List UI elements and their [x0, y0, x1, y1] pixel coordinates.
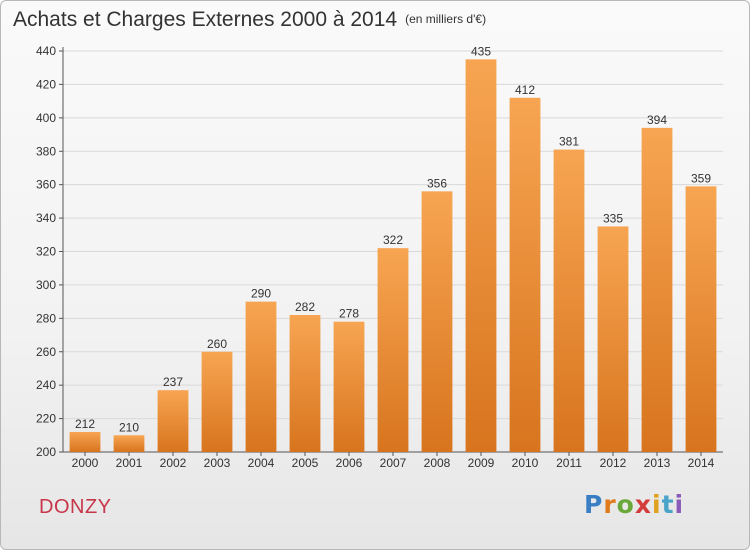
y-tick-label: 420: [36, 77, 56, 91]
data-label: 260: [207, 337, 227, 351]
y-tick-label: 440: [36, 44, 56, 58]
x-tick-label: 2013: [644, 456, 671, 470]
y-tick-label: 220: [36, 412, 56, 426]
bar: [641, 127, 673, 452]
bar: [377, 248, 409, 452]
data-label: 322: [383, 233, 403, 247]
data-label: 237: [163, 375, 183, 389]
city-name: DONZY: [39, 496, 112, 518]
data-label: 381: [559, 135, 579, 149]
x-tick-label: 2012: [600, 456, 627, 470]
bar: [509, 97, 541, 453]
y-tick-label: 380: [36, 144, 56, 158]
bar: [113, 435, 145, 452]
data-label: 412: [515, 83, 535, 97]
y-tick-label: 200: [36, 445, 56, 459]
x-tick-label: 2002: [160, 456, 187, 470]
x-tick-label: 2004: [248, 456, 275, 470]
bar: [69, 431, 101, 452]
data-label: 210: [119, 420, 139, 434]
x-tick-label: 2011: [556, 456, 582, 470]
x-tick-label: 2000: [72, 456, 99, 470]
y-tick-label: 320: [36, 245, 56, 259]
y-tick-label: 360: [36, 178, 56, 192]
x-tick-label: 2010: [512, 456, 539, 470]
x-tick-label: 2001: [116, 456, 143, 470]
y-tick-label: 340: [36, 211, 56, 225]
data-label: 335: [603, 211, 623, 225]
y-tick-label: 300: [36, 278, 56, 292]
x-tick-label: 2014: [688, 456, 715, 470]
y-tick-label: 240: [36, 378, 56, 392]
y-tick-label: 400: [36, 111, 56, 125]
bar: [201, 351, 233, 452]
data-label: 359: [691, 171, 711, 185]
x-tick-label: 2009: [468, 456, 495, 470]
data-label: 290: [251, 287, 271, 301]
bar: [421, 191, 453, 452]
data-label: 435: [471, 44, 491, 58]
x-tick-label: 2007: [380, 456, 407, 470]
x-tick-label: 2008: [424, 456, 451, 470]
proxiti-logo: Proxiti: [584, 490, 685, 519]
x-tick-label: 2003: [204, 456, 231, 470]
y-tick-label: 260: [36, 345, 56, 359]
bar: [333, 321, 365, 452]
data-label: 212: [75, 417, 95, 431]
title-unit: (en milliers d'€): [405, 12, 487, 26]
bar: [685, 186, 717, 452]
data-label: 282: [295, 300, 315, 314]
bar: [157, 390, 189, 452]
chart-title: Achats et Charges Externes 2000 à 2014 (e…: [13, 8, 486, 32]
bar: [597, 226, 629, 452]
data-label: 394: [647, 113, 667, 127]
x-tick-label: 2006: [336, 456, 363, 470]
bar: [289, 314, 321, 452]
bar: [465, 59, 497, 453]
bar: [553, 149, 585, 452]
data-label: 278: [339, 307, 359, 321]
y-tick-label: 280: [36, 311, 56, 325]
bar: [245, 301, 277, 452]
title-text: Achats et Charges Externes 2000 à 2014: [13, 8, 398, 31]
x-tick-label: 2005: [292, 456, 319, 470]
data-label: 356: [427, 176, 447, 190]
